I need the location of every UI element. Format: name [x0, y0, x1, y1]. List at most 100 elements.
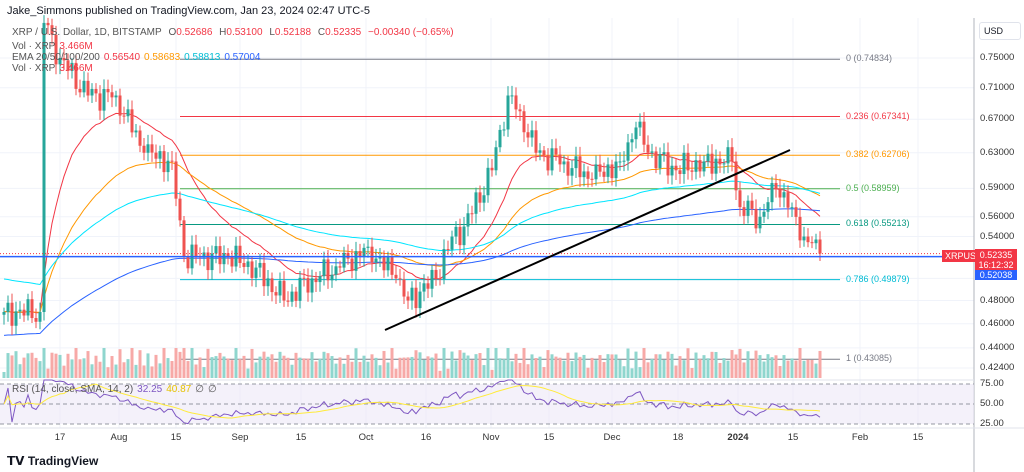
volume-bar — [382, 350, 386, 378]
candle-body — [446, 249, 450, 251]
candle-body — [714, 158, 718, 174]
volume-legend-2[interactable]: Vol · XRP 3.466M — [12, 63, 97, 74]
ema200-line — [3, 208, 821, 336]
candle-body — [718, 158, 722, 165]
candle-body — [686, 152, 690, 171]
volume-bar — [398, 357, 402, 378]
candle-body — [722, 163, 726, 165]
volume-bar — [806, 359, 810, 378]
volume-bar — [278, 351, 282, 378]
volume-legend[interactable]: Vol · XRP 3.466M — [12, 41, 97, 52]
volume-bar — [98, 361, 102, 378]
candle-body — [602, 171, 606, 177]
volume-bar — [426, 356, 430, 378]
volume-bar — [250, 348, 254, 378]
tradingview-logo[interactable]: 𝗧𝗩 TradingView — [7, 454, 99, 468]
volume-bar — [310, 352, 314, 378]
candle-body — [742, 207, 746, 216]
volume-bar — [378, 365, 382, 378]
time-tick: 2024 — [727, 432, 749, 443]
volume-bar — [522, 348, 526, 378]
volume-bar — [690, 368, 694, 378]
candle-body — [698, 160, 702, 172]
candle-body — [86, 80, 90, 96]
last-price: 0.52335 — [979, 250, 1013, 260]
ema100-value: 0.58813 — [184, 52, 221, 63]
rsi-legend[interactable]: RSI (14, close, SMA, 14, 2) 32.25 40.87 ∅ ∅ — [12, 384, 221, 395]
candle-body — [230, 257, 234, 267]
volume-bar — [130, 348, 134, 378]
volume-bar — [358, 361, 362, 378]
time-tick: 16 — [420, 432, 432, 443]
volume-bar — [402, 357, 406, 378]
candle-body — [174, 161, 178, 199]
candle-body — [766, 202, 770, 212]
volume-bar — [542, 367, 546, 378]
volume-bar — [94, 355, 98, 378]
volume-bar — [566, 352, 570, 378]
candle-body — [102, 88, 106, 111]
candle-body — [630, 139, 634, 143]
candle-body — [258, 262, 262, 268]
volume-bar — [590, 357, 594, 378]
candle-body — [206, 252, 210, 271]
volume-bar — [74, 348, 78, 378]
candle-body — [614, 161, 618, 179]
volume-bar — [502, 359, 506, 378]
candle-body — [522, 111, 526, 133]
volume-bar — [254, 362, 258, 378]
candle-body — [162, 151, 166, 173]
volume-bar — [678, 356, 682, 378]
ema200-value: 0.57004 — [224, 52, 261, 63]
volume-bar — [46, 368, 50, 378]
price-tick: 0.59000 — [980, 182, 1015, 194]
candle-body — [334, 266, 338, 275]
candle-body — [270, 278, 274, 293]
candle-body — [694, 160, 698, 172]
candle-body — [690, 170, 694, 172]
symbol-legend: XRP / U.S. Dollar, 1D, BITSTAMP O0.52686… — [12, 27, 458, 38]
volume-bar — [18, 364, 22, 378]
candle-body — [450, 236, 454, 250]
currency-button[interactable]: USD — [979, 22, 1021, 40]
candle-body — [226, 253, 230, 258]
volume-bar — [266, 356, 270, 378]
candle-body — [506, 95, 510, 130]
candle-body — [550, 148, 554, 171]
volume-bar — [578, 356, 582, 378]
candle-body — [46, 22, 50, 26]
candle-body — [370, 246, 374, 263]
time-tick: 15 — [295, 432, 307, 443]
volume-bar — [322, 351, 326, 378]
volume-bar — [218, 352, 222, 378]
rsi-value: 32.25 — [137, 384, 163, 395]
volume-bar — [294, 352, 298, 378]
volume-bar — [510, 361, 514, 378]
volume-label: Vol · XRP — [12, 63, 56, 74]
candle-body — [6, 302, 10, 312]
candle-body — [502, 129, 506, 131]
candle-body — [266, 278, 270, 287]
candle-body — [338, 266, 342, 268]
volume-bar — [210, 357, 214, 378]
candle-body — [594, 164, 598, 180]
candle-body — [798, 216, 802, 241]
volume-bar — [774, 355, 778, 378]
candle-body — [814, 239, 818, 244]
volume-bar — [514, 353, 518, 378]
volume-bar — [66, 353, 70, 378]
candle-body — [282, 280, 286, 301]
rsi-sma-value: 40.87 — [166, 384, 192, 395]
volume-bar — [410, 356, 414, 378]
volume-bar — [2, 372, 6, 378]
volume-bar — [638, 367, 642, 378]
candle-body — [570, 168, 574, 176]
symbol-name[interactable]: XRP / U.S. Dollar, 1D, BITSTAMP — [12, 27, 162, 38]
volume-bar — [682, 360, 686, 378]
ema-legend[interactable]: EMA 20/50/100/200 0.56540 0.58683 0.58813 0.… — [12, 52, 264, 63]
volume-bar — [158, 363, 162, 378]
volume-bar — [434, 353, 438, 378]
candle-body — [142, 145, 146, 153]
candle-body — [366, 246, 370, 248]
